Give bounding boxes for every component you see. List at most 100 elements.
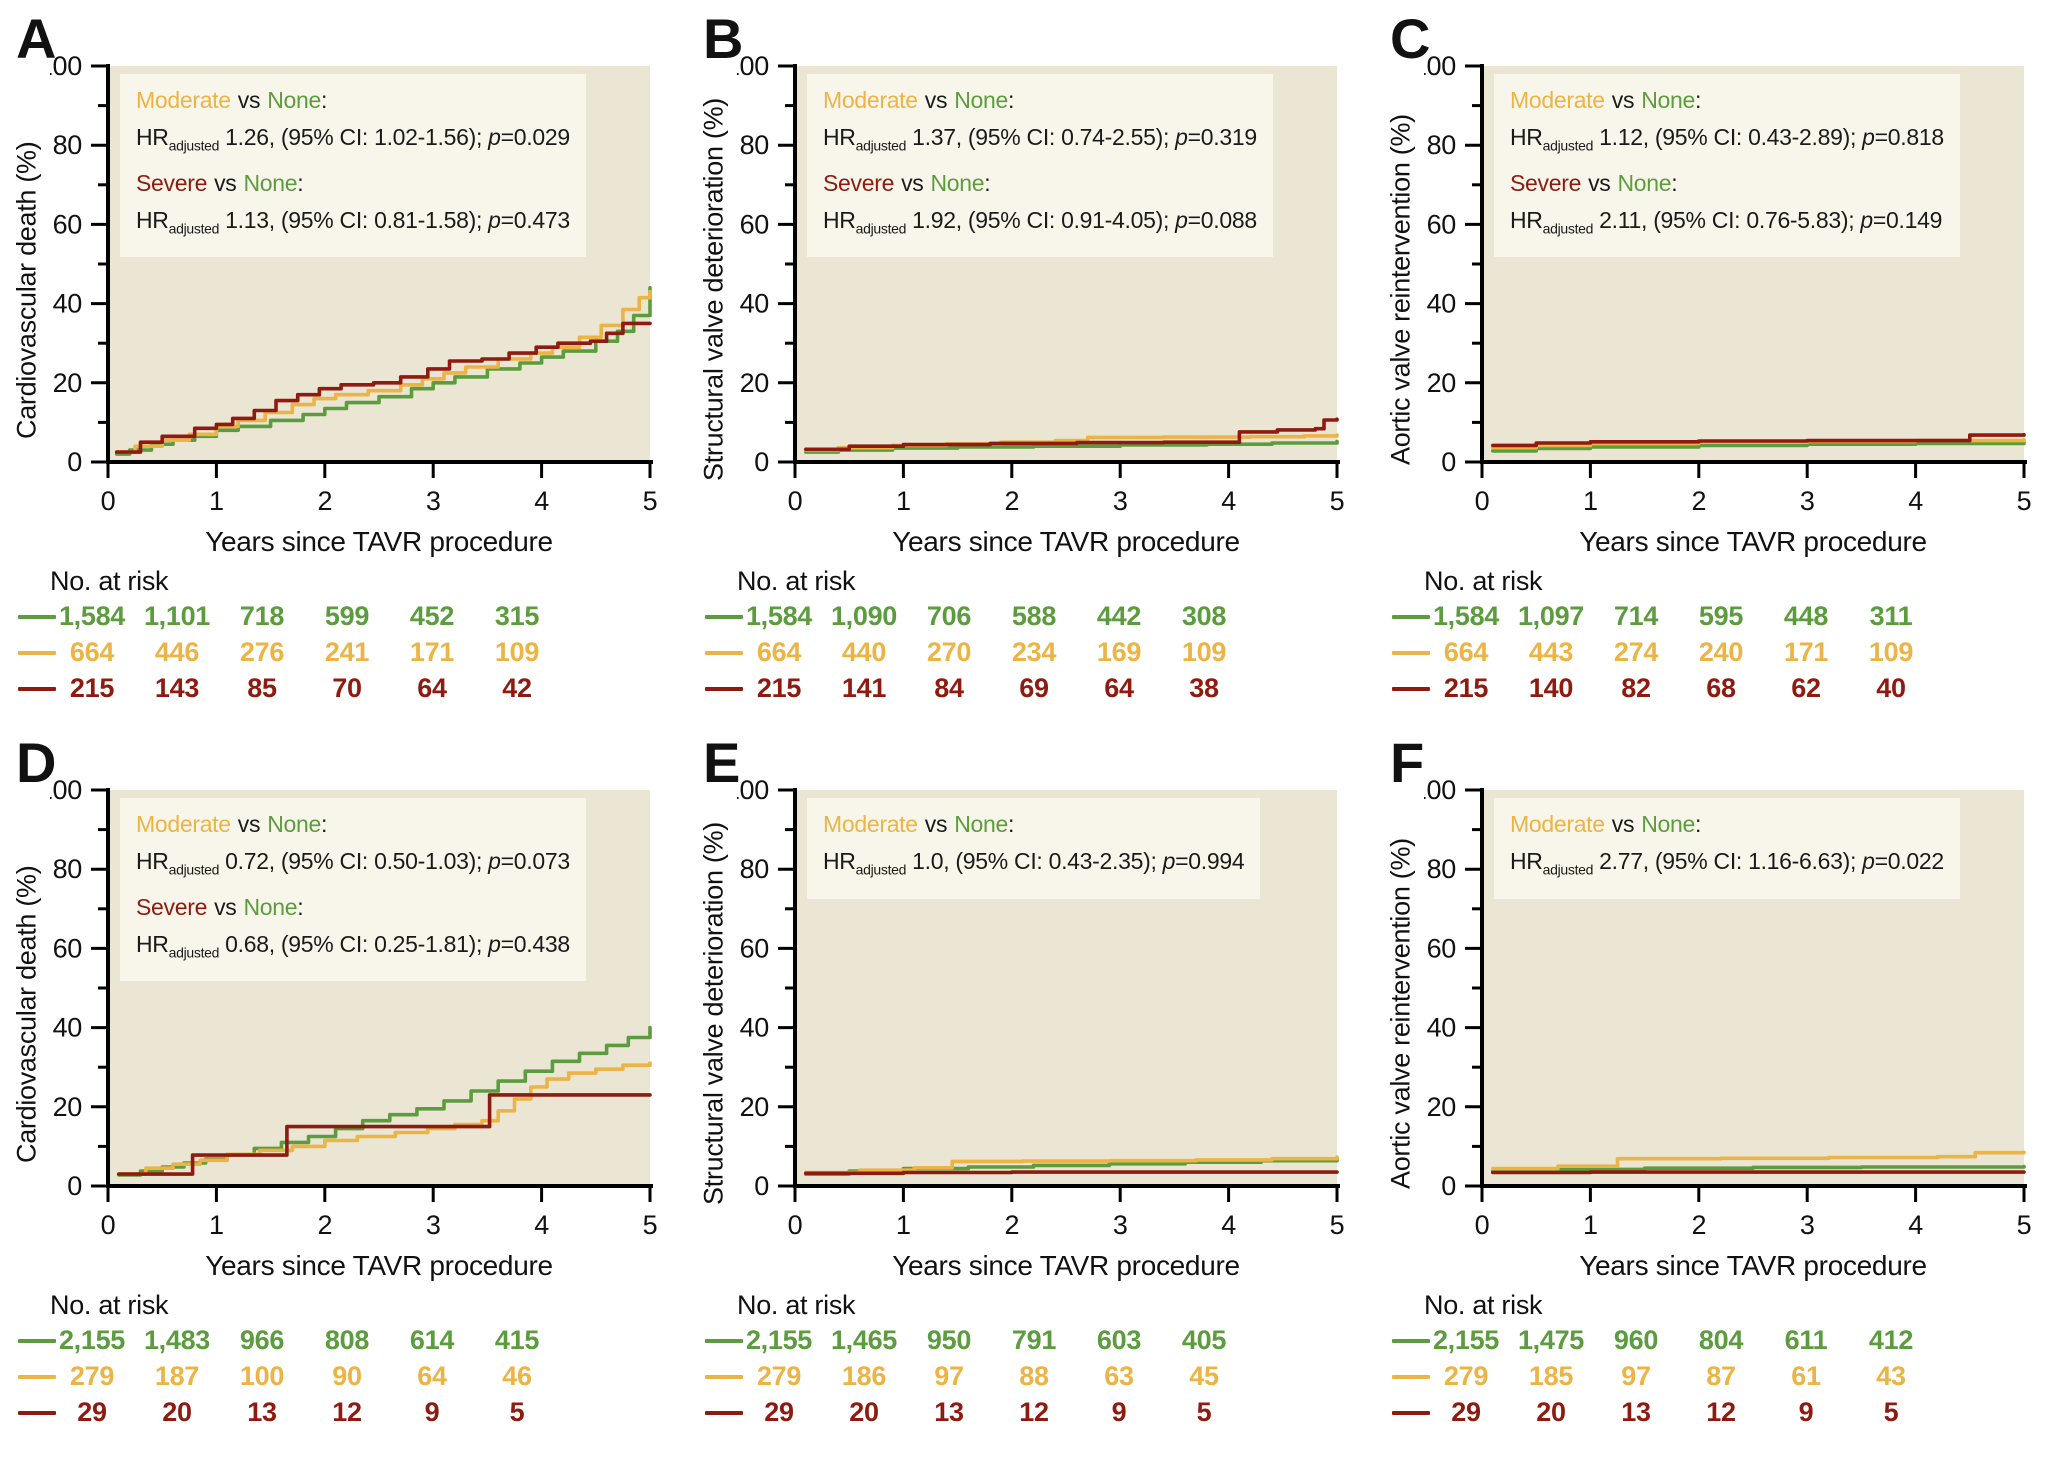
ci-value: (95% CI: 1.16-6.63) [1654,848,1850,874]
x-tick-label: 0 [1475,1210,1490,1240]
comma: , [955,206,968,233]
hr-label: HR [136,930,169,957]
risk-count: 63 [1104,1361,1134,1391]
y-tick-label: 80 [53,130,82,160]
hr-subscript: adjusted [168,861,220,878]
hr-annotation-box: Moderate vs None: HRadjusted 1.26, (95% CI: … [120,74,586,258]
plot-region: 020406080100012345ModeratevsNone:HRadjus… [737,778,1345,1250]
hr-value: 0.72 [225,848,269,874]
y-tick-label: 60 [1427,933,1456,963]
ci-value: (95% CI: 0.43-2.89) [1654,124,1850,150]
hr-subscript: adjusted [1542,861,1594,878]
hr-annotation-box: Moderate vs None: HRadjusted 1.0, (95% CI: 0… [807,798,1261,899]
y-tick-label: 100 [50,54,82,81]
y-tick-label: 0 [754,447,769,477]
semicolon: ; [1849,124,1863,150]
x-axis-title: Years since TAVR procedure [205,1250,553,1281]
p-label: p [1175,124,1188,150]
y-tick-label: 80 [1427,130,1456,160]
equals: = [500,206,514,233]
p-value: 0.438 [513,930,570,957]
group2-label: None [243,893,298,920]
y-tick-label: 100 [1424,54,1456,81]
risk-count: 187 [154,1361,200,1391]
risk-count: 274 [1613,637,1659,667]
legend-line-none [1392,615,1430,619]
hr-line: HRadjusted 2.77, (95% CI: 1.16-6.63); p=0… [1510,843,1944,889]
risk-row-none: 1,584 1,097 714 595 448 311 [1378,600,2065,636]
risk-count: 13 [934,1397,964,1427]
risk-count: 87 [1706,1361,1736,1391]
y-tick-label: 20 [1427,1092,1456,1122]
risk-count: 40 [1876,673,1906,703]
hr-label: HR [136,206,169,233]
risk-count: 140 [1528,673,1574,703]
risk-count: 279 [756,1361,802,1391]
risk-count: 64 [1104,673,1134,703]
group2-label: None [954,811,1008,837]
hr-value: 1.12 [1599,124,1643,150]
risk-count: 69 [1019,673,1049,703]
risk-count: 9 [424,1397,440,1427]
legend-line-severe [705,1411,743,1415]
risk-count: 599 [324,601,370,631]
y-axis-title: Aortic valve reintervention (%) [1385,838,1416,1190]
hr-subscript: adjusted [1542,137,1594,154]
p-label: p [488,206,501,233]
risk-count: 415 [494,1325,540,1355]
y-tick-label: 0 [1441,1171,1456,1201]
group1-label: Moderate [136,811,231,837]
risk-count: 29 [77,1397,107,1427]
group1-label: Severe [136,169,208,196]
group1-label: Severe [823,169,895,196]
risk-count: 171 [1783,637,1829,667]
risk-count: 664 [756,637,802,667]
x-tick-label: 3 [1800,486,1815,516]
semicolon: ; [475,206,489,233]
colon: : [320,811,328,837]
panel-letter: D [16,731,56,794]
y-tick-label: 0 [67,1171,82,1201]
risk-count: 443 [1528,637,1574,667]
risk-count: 1,584 [1432,601,1500,631]
risk-count: 960 [1613,1325,1659,1355]
group2-label: None [243,169,298,196]
equals: = [500,930,514,957]
y-tick-label: 40 [1427,1013,1456,1043]
legend-line-moderate [705,1375,743,1379]
y-tick-label: 20 [740,1092,769,1122]
group2-label: None [954,87,1008,113]
legend-line-severe [18,1411,56,1415]
comma: , [943,848,956,874]
risk-count: 664 [69,637,115,667]
y-tick-label: 100 [737,778,769,805]
y-tick-label: 60 [53,933,82,963]
hr-label: HR [1510,124,1543,150]
x-axis-title: Years since TAVR procedure [205,526,553,557]
risk-count: 46 [502,1361,532,1391]
colon: : [1671,169,1678,196]
hr-line: HRadjusted 1.13, (95% CI: 0.81-1.58); p=0… [136,202,570,248]
curve-severe [804,1170,1339,1176]
y-tick-label: 60 [53,209,82,239]
x-axis-title: Years since TAVR procedure [892,1250,1240,1281]
legend-line-severe [1392,1411,1430,1415]
p-label: p [488,124,501,150]
ci-value: (95% CI: 1.02-1.56) [280,124,476,150]
risk-count: 13 [247,1397,277,1427]
panel-c: C Aortic valve reintervention (%) 0 20 40 60 8… [1378,4,2065,728]
risk-count: 808 [324,1325,370,1355]
equals: = [500,848,514,874]
legend-line-none [705,1339,743,1343]
plot-region: 020406080100012345ModeratevsNone:HRadjus… [737,54,1345,526]
colon: : [297,893,304,920]
risk-count: 714 [1613,601,1659,631]
risk-row-none: 2,155 1,475 960 804 611 412 [1378,1324,2065,1360]
x-tick-label: 3 [426,486,441,516]
hr-line: HRadjusted 1.26, (95% CI: 1.02-1.56); p=0… [136,119,570,165]
risk-count: 215 [756,673,802,703]
x-tick-label: 5 [1330,486,1345,516]
legend-line-moderate [18,1375,56,1379]
risk-count: 169 [1096,637,1142,667]
